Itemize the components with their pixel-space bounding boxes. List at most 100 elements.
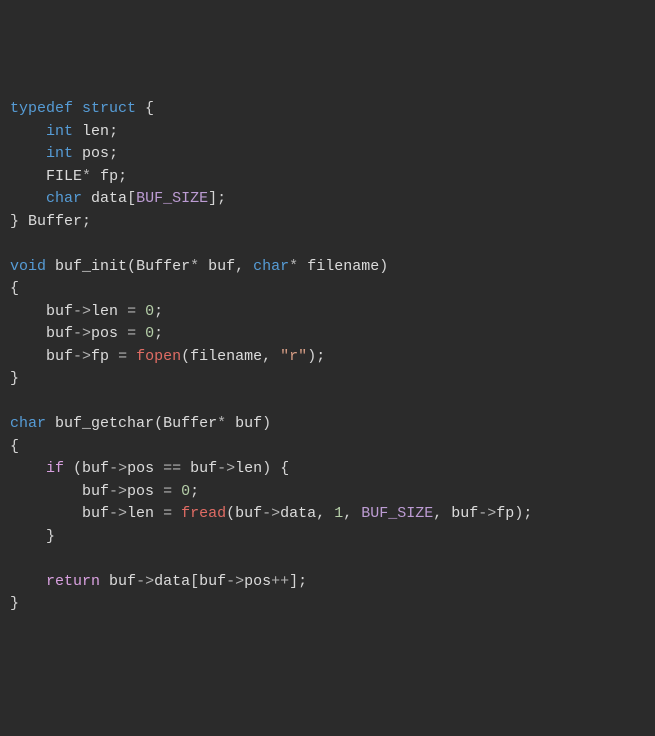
token-member: fp <box>496 505 514 522</box>
token-punct: ; <box>154 325 163 342</box>
token-keyword: struct <box>82 100 136 117</box>
token-number: 1 <box>334 505 343 522</box>
token-punct <box>154 483 163 500</box>
token-punct: ); <box>514 505 532 522</box>
token-punct: ) <box>262 415 271 432</box>
token-ident: buf <box>82 505 109 522</box>
code-line: int pos; <box>10 143 645 166</box>
code-line: { <box>10 278 645 301</box>
token-op: = <box>118 348 127 365</box>
code-line: typedef struct { <box>10 98 645 121</box>
token-ident: Buffer <box>136 258 190 275</box>
token-punct <box>10 168 46 185</box>
token-punct <box>10 348 46 365</box>
code-line: buf->pos = 0; <box>10 481 645 504</box>
token-ident: Buffer <box>28 213 82 230</box>
token-punct: , <box>343 505 361 522</box>
token-punct: ]; <box>289 573 307 590</box>
token-return: return <box>46 573 100 590</box>
token-punct <box>10 460 46 477</box>
token-ident: Buffer <box>163 415 217 432</box>
token-punct: , <box>433 505 451 522</box>
token-punct <box>91 168 100 185</box>
token-punct <box>226 415 235 432</box>
token-punct <box>127 348 136 365</box>
code-line: { <box>10 436 645 459</box>
token-member: len <box>235 460 262 477</box>
token-op: -> <box>109 505 127 522</box>
token-punct <box>73 123 82 140</box>
token-number: 0 <box>145 303 154 320</box>
token-op: * <box>82 168 91 185</box>
token-punct <box>136 325 145 342</box>
token-ident: filename <box>190 348 262 365</box>
token-ident: buf <box>208 258 235 275</box>
code-line: } <box>10 593 645 616</box>
token-punct: ; <box>109 145 118 162</box>
token-ident: filename <box>307 258 379 275</box>
code-line: } Buffer; <box>10 211 645 234</box>
token-punct <box>172 505 181 522</box>
token-punct <box>10 505 82 522</box>
token-punct <box>181 460 190 477</box>
token-ident: buf <box>82 483 109 500</box>
token-type: int <box>46 145 73 162</box>
code-line: if (buf->pos == buf->len) { <box>10 458 645 481</box>
token-punct: { <box>136 100 154 117</box>
token-punct <box>10 573 46 590</box>
token-macro: BUF_SIZE <box>361 505 433 522</box>
token-member: pos <box>244 573 271 590</box>
token-op: == <box>163 460 181 477</box>
token-op: = <box>127 303 136 320</box>
token-punct: } <box>10 370 19 387</box>
code-line: buf->len = 0; <box>10 301 645 324</box>
token-call: fread <box>181 505 226 522</box>
token-number: 0 <box>181 483 190 500</box>
token-number: 0 <box>145 325 154 342</box>
token-member: len <box>91 303 118 320</box>
token-punct <box>109 348 118 365</box>
token-punct <box>46 415 55 432</box>
token-punct <box>100 573 109 590</box>
token-op: * <box>289 258 298 275</box>
token-ident: buf <box>235 505 262 522</box>
token-ident: len <box>82 123 109 140</box>
token-func: buf_getchar <box>55 415 154 432</box>
token-punct: , <box>235 258 253 275</box>
token-punct: ( <box>181 348 190 365</box>
code-line: char data[BUF_SIZE]; <box>10 188 645 211</box>
token-ident: buf <box>46 303 73 320</box>
token-punct: } <box>10 213 28 230</box>
token-punct: { <box>10 280 19 297</box>
token-punct <box>46 258 55 275</box>
token-punct: ; <box>118 168 127 185</box>
token-type: char <box>10 415 46 432</box>
token-ident: buf <box>46 325 73 342</box>
token-op: -> <box>136 573 154 590</box>
token-member: len <box>127 505 154 522</box>
token-punct <box>10 483 82 500</box>
token-op: -> <box>73 348 91 365</box>
token-ident: buf <box>109 573 136 590</box>
token-ident: buf <box>235 415 262 432</box>
token-punct <box>10 325 46 342</box>
token-op: = <box>127 325 136 342</box>
token-punct: [ <box>127 190 136 207</box>
token-punct: ; <box>190 483 199 500</box>
token-punct: ; <box>109 123 118 140</box>
token-punct: ( <box>64 460 82 477</box>
token-keyword: typedef <box>10 100 73 117</box>
code-line: char buf_getchar(Buffer* buf) <box>10 413 645 436</box>
token-op: -> <box>478 505 496 522</box>
code-line <box>10 548 645 571</box>
token-op: -> <box>73 325 91 342</box>
token-punct: ( <box>154 415 163 432</box>
code-line <box>10 233 645 256</box>
code-line: buf->pos = 0; <box>10 323 645 346</box>
code-line: return buf->data[buf->pos++]; <box>10 571 645 594</box>
token-punct <box>10 190 46 207</box>
token-return: if <box>46 460 64 477</box>
token-punct <box>154 460 163 477</box>
token-op: -> <box>109 460 127 477</box>
token-ident: data <box>91 190 127 207</box>
